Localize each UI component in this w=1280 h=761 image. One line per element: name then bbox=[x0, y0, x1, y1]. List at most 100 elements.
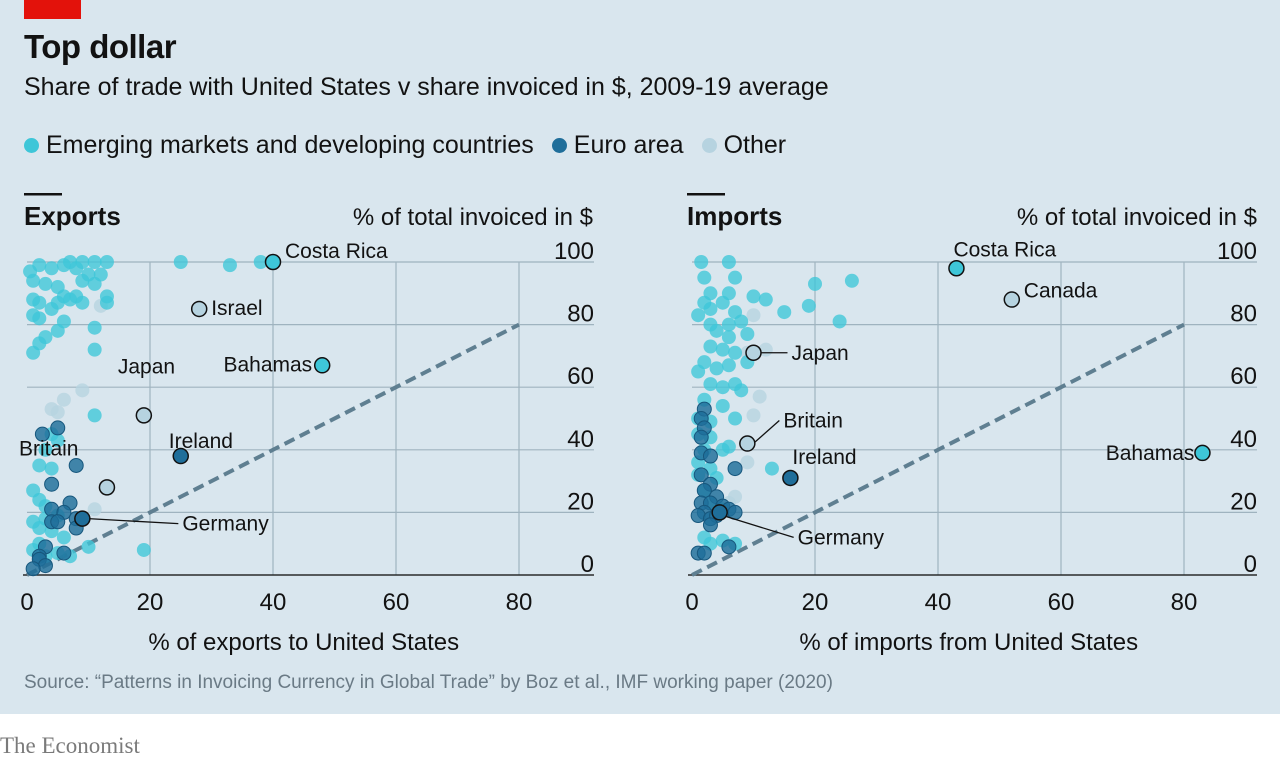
data-point-emerging bbox=[728, 270, 743, 285]
legend-item-emerging: Emerging markets and developing countrie… bbox=[24, 131, 534, 160]
data-point-emerging bbox=[50, 323, 65, 338]
data-point-euro bbox=[696, 545, 712, 561]
brand-red-tag bbox=[24, 0, 81, 19]
data-point-emerging bbox=[32, 295, 47, 310]
data-point-euro bbox=[44, 476, 60, 492]
data-point-emerging bbox=[691, 364, 706, 379]
highlighted-point bbox=[74, 510, 91, 527]
data-point-emerging bbox=[746, 289, 761, 304]
data-point-other bbox=[75, 383, 90, 398]
annotation-label: Israel bbox=[211, 297, 262, 320]
x-tick-label: 20 bbox=[802, 589, 829, 616]
source-note: Source: “Patterns in Invoicing Currency … bbox=[24, 672, 833, 693]
annotation-label: Japan bbox=[792, 342, 849, 365]
data-point-emerging bbox=[38, 276, 53, 291]
reference-line-diagonal bbox=[26, 322, 520, 577]
chart-subtitle: Share of trade with United States v shar… bbox=[24, 73, 829, 101]
data-point-emerging bbox=[734, 314, 749, 329]
data-point-emerging bbox=[81, 539, 96, 554]
annotation-label: Ireland bbox=[169, 430, 233, 453]
panel-title-rule bbox=[24, 193, 62, 196]
data-point-emerging bbox=[728, 411, 743, 426]
highlighted-point bbox=[264, 253, 282, 271]
data-point-emerging bbox=[715, 295, 730, 310]
legend-swatch-other bbox=[701, 138, 717, 153]
data-point-euro bbox=[34, 426, 50, 442]
x-axis-label: % of exports to United States bbox=[148, 629, 459, 656]
data-point-emerging bbox=[777, 305, 792, 320]
highlighted-point bbox=[1194, 444, 1211, 462]
data-point-euro bbox=[727, 461, 743, 477]
data-point-emerging bbox=[691, 308, 706, 323]
y-tick-label: 80 bbox=[1230, 301, 1257, 328]
highlighted-point bbox=[739, 435, 756, 452]
data-point-euro bbox=[50, 514, 66, 530]
data-point-other bbox=[746, 308, 761, 323]
data-point-emerging bbox=[75, 255, 90, 269]
annotation-label: Costa Rica bbox=[953, 238, 1056, 261]
data-point-emerging bbox=[740, 326, 755, 341]
legend-label-euro: Euro area bbox=[573, 131, 684, 159]
data-point-emerging bbox=[721, 255, 736, 269]
data-point-other bbox=[740, 455, 755, 470]
data-point-emerging bbox=[222, 258, 237, 273]
data-point-emerging bbox=[709, 361, 724, 376]
data-point-emerging bbox=[87, 342, 102, 357]
data-point-euro bbox=[696, 482, 712, 498]
data-point-euro bbox=[37, 558, 53, 574]
highlighted-point bbox=[98, 479, 116, 496]
annotation-label: Germany bbox=[798, 526, 885, 549]
data-point-emerging bbox=[26, 345, 41, 360]
annotation-leader-line bbox=[725, 515, 794, 539]
y-axis-label: % of total invoiced in $ bbox=[1017, 204, 1257, 231]
data-point-emerging bbox=[87, 255, 102, 269]
x-tick-label: 40 bbox=[925, 589, 952, 616]
data-point-euro bbox=[25, 561, 41, 577]
data-point-emerging bbox=[715, 380, 730, 395]
legend-item-other: Other bbox=[701, 131, 787, 160]
annotation-label: Germany bbox=[182, 513, 269, 536]
data-point-euro bbox=[690, 508, 706, 524]
data-point-emerging bbox=[44, 261, 59, 276]
x-tick-label: 60 bbox=[383, 589, 410, 616]
data-point-emerging bbox=[63, 292, 78, 307]
data-point-emerging bbox=[694, 255, 709, 269]
y-tick-label: 60 bbox=[1230, 363, 1257, 390]
data-point-emerging bbox=[703, 377, 718, 392]
y-tick-label: 20 bbox=[567, 488, 594, 515]
data-point-emerging bbox=[715, 398, 730, 413]
data-point-euro bbox=[693, 429, 709, 445]
highlighted-point bbox=[190, 300, 208, 318]
data-point-emerging bbox=[808, 276, 822, 291]
data-point-emerging bbox=[173, 255, 188, 269]
highlighted-point bbox=[782, 469, 799, 487]
data-point-euro bbox=[44, 501, 60, 517]
highlighted-point bbox=[313, 357, 331, 374]
reference-line-diagonal bbox=[691, 322, 1185, 577]
annotation-label: Britain bbox=[19, 437, 79, 460]
data-point-emerging bbox=[87, 408, 102, 423]
data-point-euro bbox=[721, 539, 737, 555]
data-point-emerging bbox=[75, 295, 90, 310]
legend-label-other: Other bbox=[723, 131, 787, 159]
annotation-label: Canada bbox=[1024, 280, 1098, 303]
data-point-emerging bbox=[844, 273, 859, 288]
chart-title: Top dollar bbox=[24, 28, 177, 65]
data-point-emerging bbox=[56, 530, 71, 545]
annotation-leader-line bbox=[752, 420, 780, 445]
x-tick-label: 60 bbox=[1048, 589, 1075, 616]
panel-title: Imports bbox=[687, 201, 782, 231]
brand-logo: The Economist bbox=[0, 733, 140, 758]
data-point-emerging bbox=[99, 295, 114, 310]
data-point-emerging bbox=[136, 542, 151, 557]
highlighted-point bbox=[745, 344, 762, 362]
legend-swatch-euro bbox=[551, 138, 567, 153]
data-point-emerging bbox=[758, 292, 773, 307]
x-tick-label: 80 bbox=[506, 589, 533, 616]
x-tick-label: 40 bbox=[260, 589, 287, 616]
data-point-emerging bbox=[709, 323, 724, 338]
data-point-emerging bbox=[734, 383, 749, 398]
data-point-emerging bbox=[697, 270, 712, 285]
data-point-emerging bbox=[32, 258, 47, 273]
data-point-emerging bbox=[253, 255, 268, 269]
